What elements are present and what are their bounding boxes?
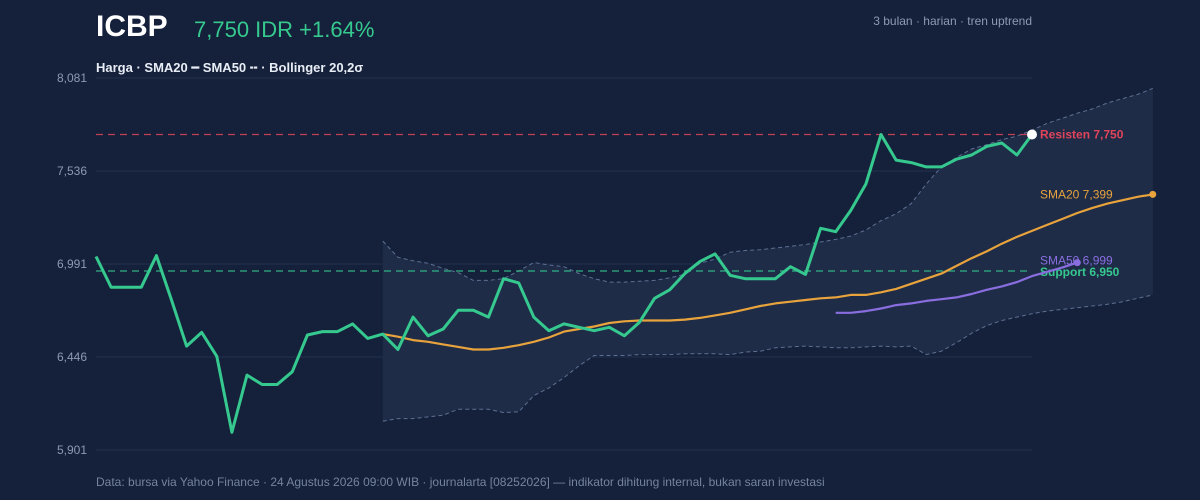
sma50-line	[835, 261, 1078, 314]
ticker-symbol: ICBP	[96, 10, 168, 43]
y-tick-label: 8,081	[57, 71, 87, 85]
price-change: 7,750 IDR +1.64%	[194, 17, 375, 42]
sma20-end-label: SMA20 7,399	[1040, 187, 1113, 201]
data-source-footer: Data: bursa via Yahoo Finance · 24 Agust…	[96, 475, 825, 489]
chart-legend: Harga · SMA20 ━ SMA50 ╍ · Bollinger 20,2…	[96, 60, 364, 75]
series	[94, 133, 1153, 434]
y-tick-label: 7,536	[57, 164, 87, 178]
price-end-dot	[1027, 129, 1037, 140]
chart-meta: 3 bulan · harian · tren uptrend	[873, 14, 1032, 28]
price-line	[94, 133, 1034, 434]
sma20-end-dot	[1149, 190, 1157, 198]
bollinger-lower-line	[382, 294, 1153, 422]
bollinger-fill	[382, 88, 1153, 422]
resisten-label: Resisten 7,750	[1040, 127, 1124, 141]
bollinger-band	[382, 87, 1153, 422]
y-axis: 8,081 7,536 6,991 6,446 5,901	[57, 71, 87, 457]
y-tick-label: 6,991	[57, 257, 87, 271]
sma20-line	[382, 193, 1153, 351]
y-tick-label: 5,901	[57, 443, 87, 457]
end-markers: SMA20 7,399 SMA50 6,999	[1027, 129, 1157, 268]
bollinger-upper-line	[382, 87, 1153, 283]
sma50-end-label: SMA50 6,999	[1040, 254, 1113, 268]
y-tick-label: 6,446	[57, 350, 87, 364]
sma50-end-dot	[1073, 259, 1081, 267]
